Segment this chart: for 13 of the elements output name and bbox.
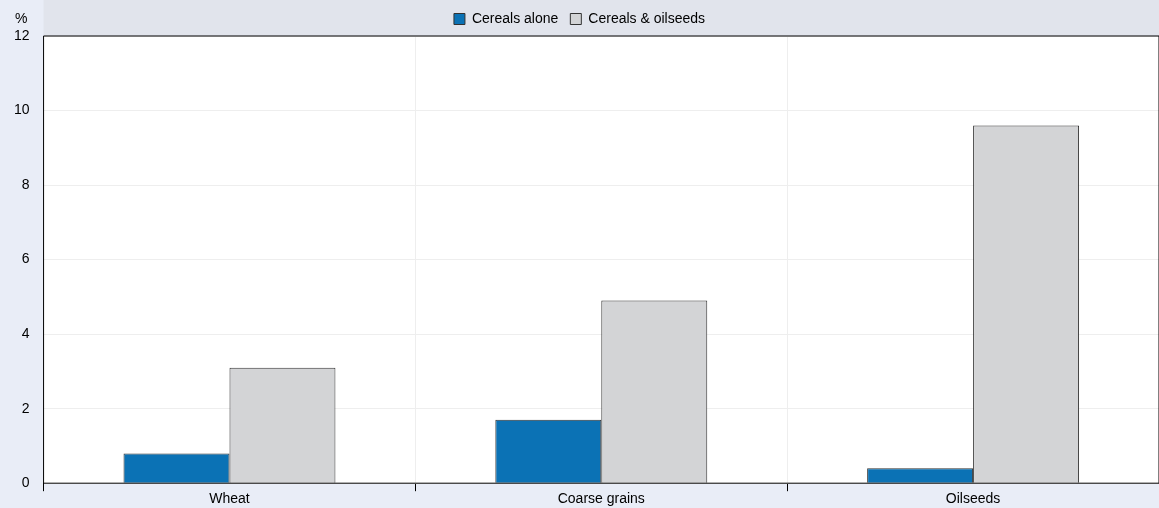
x-tick-label: Oilseeds xyxy=(945,490,1001,507)
legend-label: Cereals alone xyxy=(471,9,559,26)
x-tick-label: Wheat xyxy=(209,490,250,507)
legend-label: Cereals & oilseeds xyxy=(588,9,706,26)
y-tick-label: 10 xyxy=(13,101,30,118)
y-tick-label: 8 xyxy=(21,175,30,192)
x-tick-label: Coarse grains xyxy=(557,490,645,507)
y-tick-label: 0 xyxy=(21,474,30,491)
y-tick-label: 4 xyxy=(21,324,30,341)
y-tick-label: 6 xyxy=(21,250,30,267)
y-axis-title: % xyxy=(15,9,28,26)
y-tick-label: 12 xyxy=(13,26,30,43)
y-tick-label: 2 xyxy=(21,399,30,416)
